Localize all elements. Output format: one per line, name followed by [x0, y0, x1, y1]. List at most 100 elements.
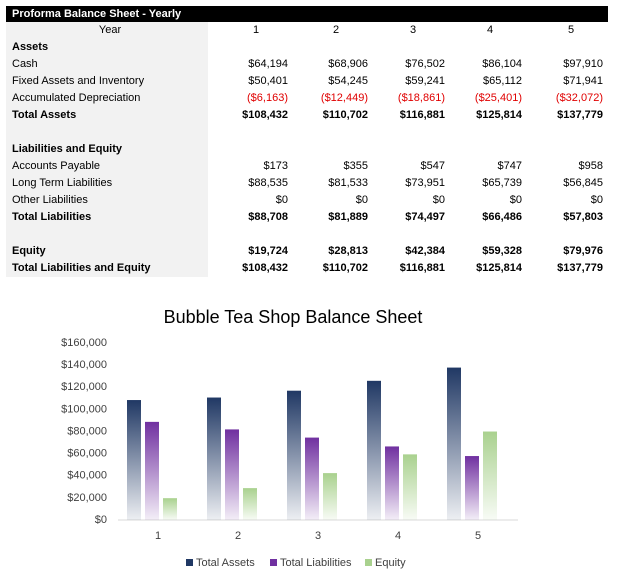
cell: $173	[263, 160, 288, 172]
bar	[305, 437, 319, 520]
cell: $76,502	[405, 58, 445, 70]
y-tick-label: $60,000	[67, 448, 107, 460]
bar	[127, 400, 141, 520]
row-label: Accumulated Depreciation	[6, 90, 208, 107]
cell: $137,779	[557, 262, 603, 274]
table-row: Total Liabilities $88,708 $81,889 $74,497 $6…	[6, 209, 608, 226]
row-label: Other Liabilities	[6, 192, 208, 209]
y-tick-label: $0	[95, 514, 107, 526]
chart-title: Bubble Tea Shop Balance Sheet	[164, 307, 423, 327]
cell: ($12,449)	[320, 92, 368, 104]
row-label: Total Liabilities	[6, 209, 208, 226]
cell: $56,845	[563, 177, 603, 189]
cell: $19,724	[248, 245, 288, 257]
cell: $59,241	[405, 75, 445, 87]
cell: $79,976	[563, 245, 603, 257]
bar	[385, 446, 399, 520]
cell: $125,814	[476, 109, 522, 121]
x-tick-label: 1	[155, 530, 161, 542]
x-tick-label: 2	[235, 530, 241, 542]
table-row: Assets	[6, 39, 608, 56]
cell: $0	[275, 194, 288, 206]
row-label: Equity	[6, 243, 208, 260]
cell: $0	[590, 194, 603, 206]
spacer	[6, 124, 608, 141]
bar	[403, 454, 417, 520]
cell: $0	[355, 194, 368, 206]
x-tick-label: 3	[315, 530, 321, 542]
cell: $547	[420, 160, 445, 172]
cell: $71,941	[563, 75, 603, 87]
bar	[207, 397, 221, 520]
cell: ($32,072)	[555, 92, 603, 104]
cell: $747	[497, 160, 522, 172]
row-label: Total Liabilities and Equity	[6, 260, 208, 277]
table-row: Fixed Assets and Inventory $50,401 $54,245…	[6, 73, 608, 90]
cell: ($25,401)	[474, 92, 522, 104]
header-cell: 3	[409, 24, 417, 36]
bar	[243, 488, 257, 520]
table-title: Proforma Balance Sheet - Yearly	[6, 6, 608, 22]
table-row: Liabilities and Equity	[6, 141, 608, 158]
legend-swatch	[270, 559, 277, 566]
bar	[163, 498, 177, 520]
cell: $74,497	[405, 211, 445, 223]
cell: $73,951	[405, 177, 445, 189]
header-cell: 1	[252, 24, 260, 36]
cell: $28,813	[328, 245, 368, 257]
bar	[483, 431, 497, 520]
table-row: Equity $19,724 $28,813 $42,384 $59,328 $79,97…	[6, 243, 608, 260]
cell: $116,881	[399, 109, 445, 121]
row-label: Cash	[6, 56, 208, 73]
cell: $65,112	[483, 75, 522, 87]
legend-label: Total Liabilities	[280, 557, 352, 569]
y-tick-label: $140,000	[61, 359, 107, 371]
bar	[465, 456, 479, 520]
cell: $64,194	[248, 58, 288, 70]
cell: $50,401	[248, 75, 288, 87]
cell: $110,702	[322, 262, 368, 274]
chart: Bubble Tea Shop Balance Sheet $0 $20,000 $…	[61, 307, 518, 569]
header-label: Year	[6, 22, 208, 39]
table-row: Accumulated Depreciation ($6,163) ($12,449…	[6, 90, 608, 107]
cell: $81,889	[328, 211, 368, 223]
table-row: Other Liabilities $0 $0 $0 $0 $0	[6, 192, 608, 209]
legend-swatch	[186, 559, 193, 566]
legend-swatch	[365, 559, 372, 566]
cell: $125,814	[476, 262, 522, 274]
bar	[367, 380, 381, 520]
cell: $42,384	[405, 245, 445, 257]
row-label: Fixed Assets and Inventory	[6, 73, 208, 90]
cell: $65,739	[482, 177, 522, 189]
row-label: Assets	[6, 39, 208, 56]
bar	[225, 429, 239, 520]
table-row: Total Assets $108,432 $110,702 $116,881 $125…	[6, 107, 608, 124]
legend-label: Total Assets	[196, 557, 255, 569]
row-label: Total Assets	[6, 107, 208, 124]
y-tick-label: $80,000	[67, 425, 107, 437]
cell: $108,432	[242, 262, 288, 274]
bar	[447, 367, 461, 520]
cell: $958	[578, 160, 603, 172]
row-label: Liabilities and Equity	[6, 141, 208, 158]
cell: $68,906	[328, 58, 368, 70]
y-tick-label: $100,000	[61, 403, 107, 415]
bar	[323, 473, 337, 520]
table-row: Long Term Liabilities $88,535 $81,533 $73,9…	[6, 175, 608, 192]
cell: $110,702	[322, 109, 368, 121]
cell: $0	[432, 194, 445, 206]
y-tick-label: $40,000	[67, 470, 107, 482]
y-tick-label: $20,000	[67, 492, 107, 504]
y-tick-label: $160,000	[61, 337, 107, 349]
header-row: Year 1 2 3 4 5	[6, 22, 608, 39]
balance-table: Proforma Balance Sheet - Yearly Year 1 2 3 4…	[6, 6, 608, 277]
cell: $54,245	[328, 75, 368, 87]
cell: ($6,163)	[247, 92, 288, 104]
cell: $66,486	[482, 211, 522, 223]
cell: $0	[509, 194, 522, 206]
cell: $59,328	[482, 245, 522, 257]
cell: $86,104	[482, 58, 522, 70]
cell: $108,432	[242, 109, 288, 121]
x-tick-label: 5	[475, 530, 481, 542]
